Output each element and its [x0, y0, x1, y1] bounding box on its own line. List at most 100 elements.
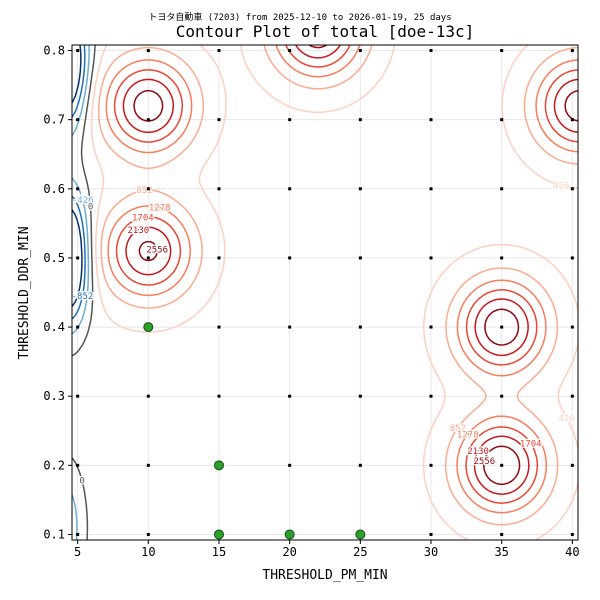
contour-label-852-1: 852: [136, 186, 152, 196]
contour-line-2130: [122, 45, 578, 495]
sample-point: [429, 394, 433, 398]
y-tick-label-0.8: 0.8: [43, 44, 65, 58]
sample-point: [76, 187, 80, 191]
x-tick-label-5: 5: [74, 545, 81, 559]
sample-point: [217, 325, 221, 329]
sample-point: [358, 256, 362, 260]
sample-points: [76, 49, 574, 536]
sample-point: [570, 256, 574, 260]
contour-label--852-0: -852: [72, 292, 94, 302]
sample-point: [570, 187, 574, 191]
sample-point: [76, 532, 80, 536]
contour-line-2556: [133, 45, 578, 486]
sample-point: [288, 49, 292, 53]
sample-point: [500, 532, 504, 536]
sample-point: [76, 256, 80, 260]
plot-area: -852-42600426426852852127812781704170421…: [43, 44, 579, 559]
sample-point: [288, 256, 292, 260]
sample-point: [500, 118, 504, 122]
contour-label-1278-1: 1278: [149, 204, 171, 214]
sample-point: [288, 187, 292, 191]
sample-point: [429, 49, 433, 53]
sample-point: [358, 187, 362, 191]
sample-point: [500, 463, 504, 467]
plot-frame: [71, 44, 579, 541]
x-tick-label-10: 10: [141, 545, 155, 559]
contour-label-852-0: 852: [450, 424, 466, 434]
sample-point: [288, 394, 292, 398]
contour-line-1278: [105, 45, 578, 514]
contour-label-0-1: 0: [88, 203, 93, 213]
x-tick-label-35: 35: [494, 545, 508, 559]
sample-point: [146, 463, 150, 467]
sample-point: [429, 325, 433, 329]
contour-label-426-1: 426: [553, 181, 569, 191]
y-tick-label-0.4: 0.4: [43, 320, 65, 334]
sample-point: [500, 394, 504, 398]
sample-point: [146, 394, 150, 398]
contour-label-0-0: 0: [79, 477, 84, 487]
contour-line-426: [90, 45, 578, 540]
sample-point: [217, 118, 221, 122]
y-tick-label-0.2: 0.2: [43, 458, 65, 472]
x-axis-label: THRESHOLD_PM_MIN: [262, 568, 387, 583]
sample-point: [570, 118, 574, 122]
y-tick-label-0.1: 0.1: [43, 527, 65, 541]
sample-point: [570, 463, 574, 467]
sample-point: [76, 463, 80, 467]
sample-point: [570, 532, 574, 536]
sample-point: [500, 49, 504, 53]
sample-point: [288, 325, 292, 329]
sample-point: [358, 49, 362, 53]
contour-label-2556-0: 2556: [473, 457, 495, 467]
contour-line--426: [72, 45, 90, 540]
sample-point: [358, 118, 362, 122]
sample-point: [146, 532, 150, 536]
sample-point: [500, 325, 504, 329]
sample-point: [76, 118, 80, 122]
sample-point: [358, 325, 362, 329]
sample-point: [429, 463, 433, 467]
contour-label-2130-1: 2130: [128, 226, 150, 236]
highlight-point-1: [213, 460, 224, 471]
x-tick-label-30: 30: [424, 545, 438, 559]
sample-point: [76, 394, 80, 398]
x-tick-label-20: 20: [282, 545, 296, 559]
x-tick-label-15: 15: [212, 545, 226, 559]
contour-label-426-0: 426: [559, 414, 575, 424]
sample-point: [76, 49, 80, 53]
sample-point: [358, 463, 362, 467]
chart-subtitle: トヨタ自動車 (7203) from 2025-12-10 to 2026-01…: [148, 11, 451, 23]
chart-title: Contour Plot of total [doe-13c]: [176, 22, 475, 41]
sample-point: [429, 256, 433, 260]
sample-point: [146, 256, 150, 260]
x-tick-label-25: 25: [353, 545, 367, 559]
sample-point: [358, 394, 362, 398]
sample-point: [288, 118, 292, 122]
contour-label-1704-0: 1704: [520, 439, 542, 449]
sample-point: [217, 256, 221, 260]
highlight-point-3: [284, 529, 295, 540]
y-tick-label-0.6: 0.6: [43, 182, 65, 196]
contour-line-1704: [113, 45, 578, 504]
sample-point: [217, 187, 221, 191]
sample-point: [76, 325, 80, 329]
highlight-points: [143, 322, 366, 540]
contour-lines: [72, 45, 578, 540]
x-tick-label-40: 40: [565, 545, 579, 559]
contour-labels: -852-42600426426852852127812781704170421…: [70, 180, 576, 488]
sample-point: [429, 187, 433, 191]
sample-point: [570, 325, 574, 329]
contour-label--426-1: -426: [72, 196, 94, 206]
sample-point: [146, 49, 150, 53]
highlight-point-0: [143, 322, 154, 333]
y-tick-label-0.5: 0.5: [43, 251, 65, 265]
sample-point: [570, 394, 574, 398]
sample-point: [500, 187, 504, 191]
y-tick-label-0.3: 0.3: [43, 389, 65, 403]
sample-point: [429, 532, 433, 536]
y-tick-label-0.7: 0.7: [43, 113, 65, 127]
sample-point: [217, 394, 221, 398]
